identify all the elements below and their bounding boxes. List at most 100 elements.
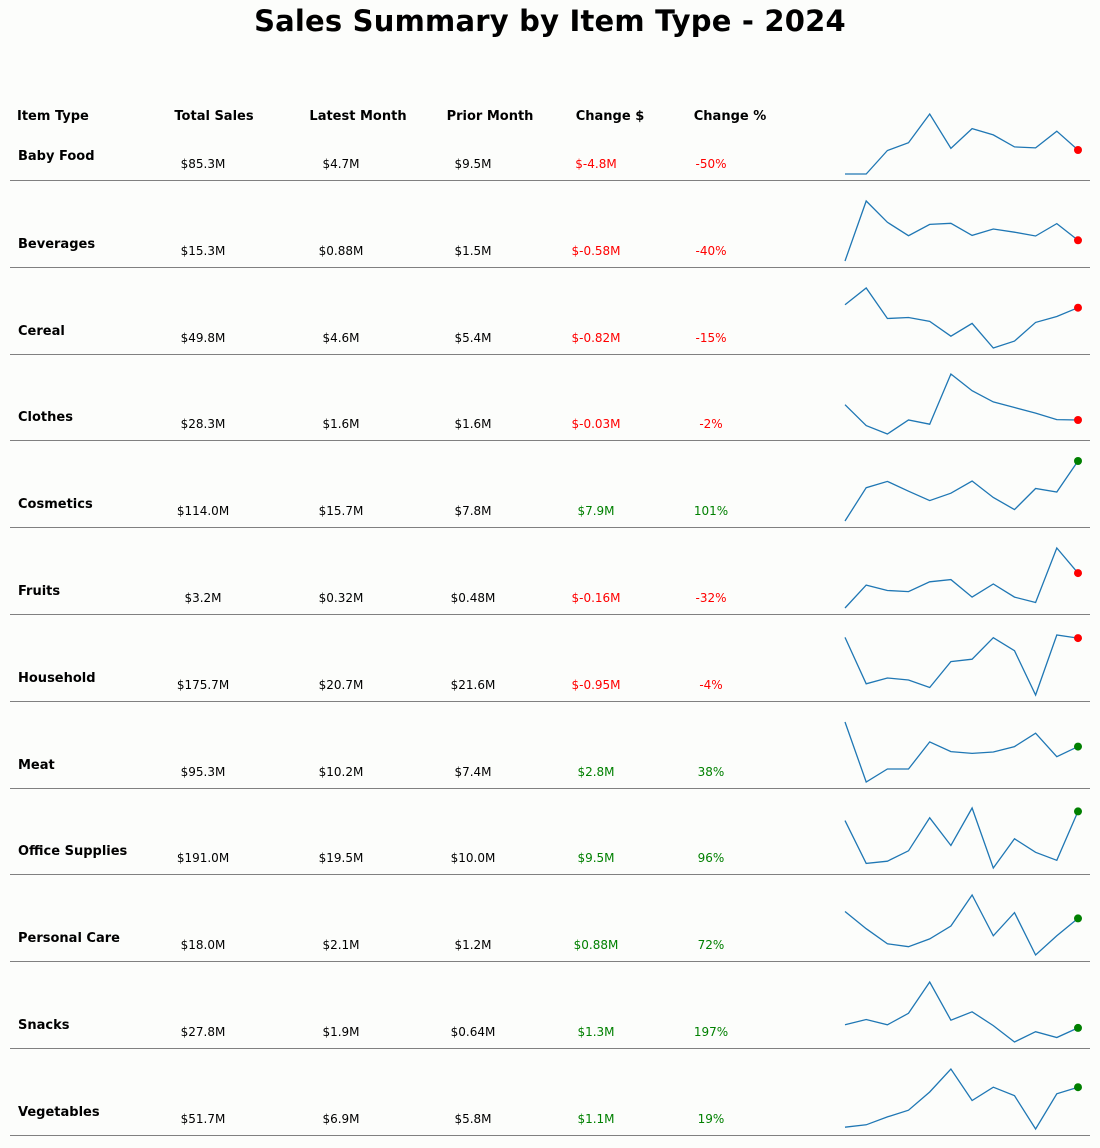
sparkline-last-point xyxy=(1074,742,1082,751)
item-type-label: Household xyxy=(18,670,96,686)
prior-month-value: $7.8M xyxy=(454,504,492,519)
sparkline-last-point xyxy=(1074,303,1082,312)
change-dollar-value: $-0.58M xyxy=(571,243,621,258)
row-divider xyxy=(10,527,1090,529)
chart-title: Sales Summary by Item Type - 2024 xyxy=(254,4,846,38)
latest-month-value: $10.2M xyxy=(318,764,364,779)
table-row: Clothes $28.3M $1.6M $1.6M $-0.03M -2% xyxy=(0,354,1100,442)
total-sales-value: $49.8M xyxy=(180,330,226,345)
change-dollar-value: $2.8M xyxy=(577,764,615,779)
sparkline-last-point xyxy=(1074,416,1082,425)
prior-month-value: $1.6M xyxy=(454,417,492,432)
change-dollar-value: $1.3M xyxy=(577,1025,615,1039)
sparkline xyxy=(844,199,1082,262)
sparkline xyxy=(844,893,1082,957)
prior-month-value: $1.2M xyxy=(454,938,492,953)
table-row: Fruits $3.2M $0.32M $0.48M $-0.16M -32% xyxy=(0,528,1100,615)
change-dollar-value: $-4.8M xyxy=(575,157,617,171)
total-sales-value: $28.3M xyxy=(180,417,226,432)
total-sales-value: $85.3M xyxy=(180,157,226,171)
change-dollar-value: $1.1M xyxy=(577,1111,615,1126)
sparkline xyxy=(845,112,1082,175)
sparkline-last-point xyxy=(1074,914,1082,923)
change-pct-value: -32% xyxy=(695,591,727,605)
sparkline-series xyxy=(845,112,1079,175)
sparkline xyxy=(844,633,1082,697)
row-divider xyxy=(10,874,1090,876)
table-row: Office Supplies $191.0M $19.5M $10.0M $9.5M 9… xyxy=(0,788,1100,876)
sparkline-series xyxy=(844,460,1079,522)
prior-month-value: $5.4M xyxy=(454,330,492,345)
change-dollar-value: $-0.82M xyxy=(571,330,621,345)
table-row: Cosmetics $114.0M $15.7M $7.8M $7.9M 101% xyxy=(0,441,1100,529)
sparkline xyxy=(844,1067,1082,1131)
item-type-label: Fruits xyxy=(18,584,61,599)
total-sales-value: $51.7M xyxy=(180,1111,226,1126)
table-row: Household $175.7M $20.7M $21.6M $-0.95M -4% xyxy=(0,615,1100,702)
prior-month-value: $21.6M xyxy=(450,677,496,692)
sparkline-last-point xyxy=(1074,1082,1082,1091)
sparkline xyxy=(844,373,1082,436)
item-type-label: Office Supplies xyxy=(18,844,128,860)
row-divider xyxy=(10,1048,1090,1049)
row-divider xyxy=(10,353,1090,355)
change-dollar-value: $-0.95M xyxy=(571,677,621,692)
change-pct-value: 72% xyxy=(697,938,725,953)
sparkline-last-point xyxy=(1074,569,1082,578)
item-type-label: Baby Food xyxy=(18,149,95,164)
change-pct-value: 101% xyxy=(693,504,729,519)
prior-month-value: $5.8M xyxy=(454,1111,492,1126)
table-row: Snacks $27.8M $1.9M $0.64M $1.3M 197% xyxy=(0,962,1100,1049)
sparkline-last-point xyxy=(1074,807,1082,816)
change-pct-value: 38% xyxy=(697,764,725,779)
change-pct-value: 96% xyxy=(697,851,725,866)
row-divider xyxy=(10,440,1090,442)
prior-month-value: $10.0M xyxy=(450,851,496,866)
sparkline-series xyxy=(844,980,1079,1043)
sparkline xyxy=(844,546,1082,609)
change-pct-value: 19% xyxy=(697,1111,725,1126)
total-sales-value: $114.0M xyxy=(176,504,230,519)
item-type-label: Vegetables xyxy=(18,1104,100,1120)
item-type-label: Personal Care xyxy=(18,931,120,947)
sparkline xyxy=(844,980,1082,1043)
latest-month-value: $4.7M xyxy=(322,157,360,171)
latest-month-value: $1.9M xyxy=(322,1025,360,1039)
change-pct-value: -2% xyxy=(699,417,723,432)
total-sales-value: $191.0M xyxy=(176,851,230,866)
total-sales-value: $15.3M xyxy=(180,243,226,258)
prior-month-value: $0.64M xyxy=(450,1025,496,1039)
latest-month-value: $19.5M xyxy=(318,851,364,866)
latest-month-value: $15.7M xyxy=(318,504,364,519)
row-divider xyxy=(10,266,1090,268)
item-type-label: Beverages xyxy=(18,236,96,252)
sparkline-series xyxy=(844,721,1079,783)
prior-month-value: $0.48M xyxy=(450,591,496,605)
total-sales-value: $175.7M xyxy=(176,677,230,692)
change-dollar-value: $-0.03M xyxy=(571,417,621,432)
sparkline-last-point xyxy=(1074,1023,1082,1032)
sparkline xyxy=(844,457,1082,522)
sparkline xyxy=(844,721,1082,783)
latest-month-value: $4.6M xyxy=(322,330,360,345)
header-change-pct: Change % xyxy=(693,109,767,124)
table-row: Meat $95.3M $10.2M $7.4M $2.8M 38% xyxy=(0,702,1100,789)
change-pct-value: -40% xyxy=(695,243,727,258)
sparkline-last-point xyxy=(1074,457,1082,466)
header-change-dollar: Change $ xyxy=(575,109,645,124)
table-row: Cereal $49.8M $4.6M $5.4M $-0.82M -15% xyxy=(0,268,1100,355)
item-type-label: Clothes xyxy=(18,410,73,426)
latest-month-value: $1.6M xyxy=(322,417,360,432)
change-dollar-value: $7.9M xyxy=(577,504,615,519)
total-sales-value: $95.3M xyxy=(180,764,226,779)
row-divider xyxy=(10,180,1090,181)
item-type-label: Cereal xyxy=(18,323,65,339)
item-type-label: Cosmetics xyxy=(18,497,93,513)
sparkline-series xyxy=(844,893,1079,957)
sparkline-series xyxy=(844,1067,1079,1131)
total-sales-value: $18.0M xyxy=(180,938,226,953)
change-dollar-value: $9.5M xyxy=(577,851,615,866)
sparkline-series xyxy=(844,286,1079,349)
change-dollar-value: $0.88M xyxy=(573,938,619,953)
table-row: Vegetables $51.7M $6.9M $5.8M $1.1M 19% xyxy=(0,1049,1100,1136)
